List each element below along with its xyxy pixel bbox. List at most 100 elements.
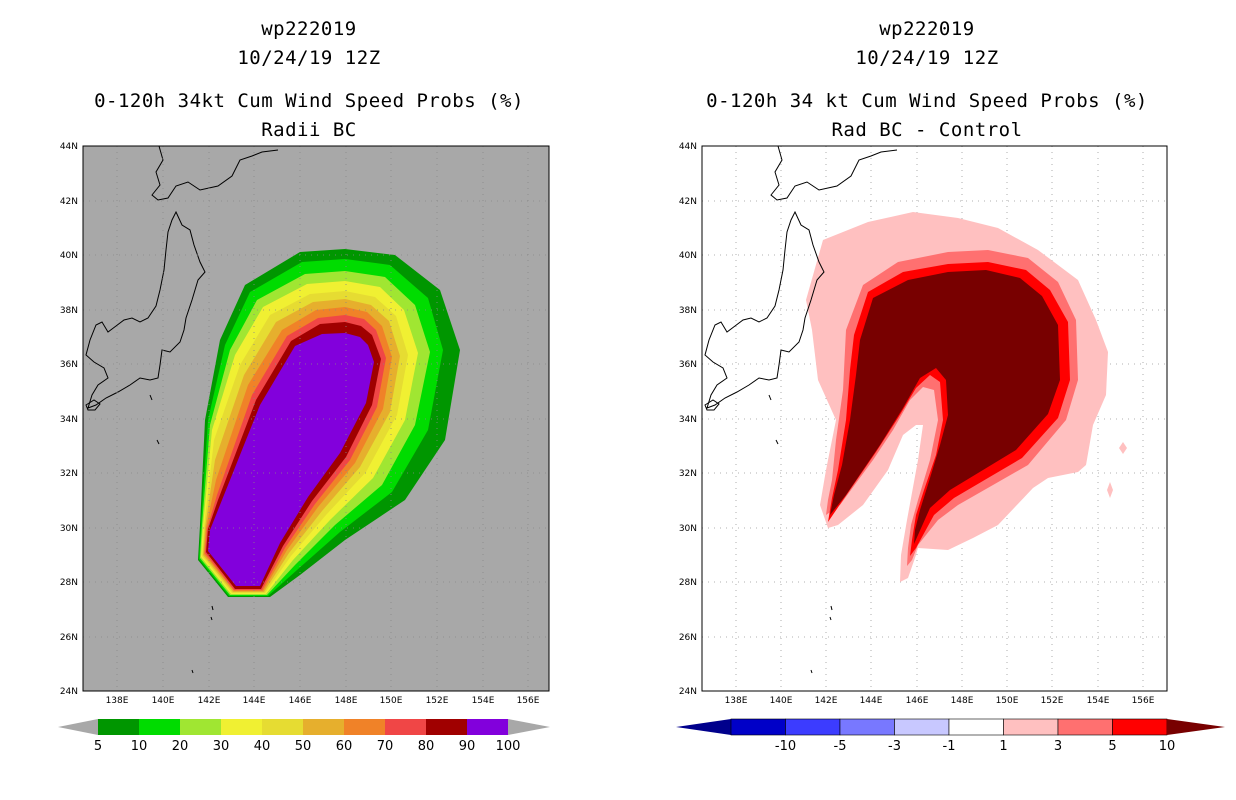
svg-text:142E: 142E <box>198 696 221 706</box>
colorbar-swatch <box>139 719 180 735</box>
colorbar-label: 80 <box>418 739 435 754</box>
colorbar-swatch <box>344 719 385 735</box>
svg-text:144E: 144E <box>243 696 266 706</box>
colorbar-swatch <box>1112 718 1168 736</box>
colorbar-high-arrow <box>508 719 550 735</box>
svg-text:44N: 44N <box>60 142 78 152</box>
colorbar-label: -3 <box>888 739 901 754</box>
svg-text:38N: 38N <box>679 306 697 316</box>
left-colorbar: 5 10 20 30 40 50 60 70 80 90 100 <box>58 719 550 754</box>
colorbar-label: -10 <box>775 739 796 754</box>
band-90-100 <box>208 333 374 586</box>
colorbar-swatch <box>467 719 508 735</box>
left-storm-id: wp222019 <box>261 18 357 40</box>
right-coastline <box>704 145 898 674</box>
colorbar-swatch <box>785 718 841 736</box>
colorbar-swatch <box>1003 718 1059 736</box>
colorbar-swatch <box>98 719 139 735</box>
colorbar-label: 20 <box>172 739 189 754</box>
svg-text:152E: 152E <box>426 696 449 706</box>
colorbar-label: -1 <box>943 739 956 754</box>
svg-text:150E: 150E <box>996 696 1019 706</box>
left-map: 44N 42N 40N 38N 36N 34N 32N 30N 28N 26N … <box>58 142 550 754</box>
svg-text:148E: 148E <box>335 696 358 706</box>
colorbar-label: 1 <box>999 739 1007 754</box>
svg-text:36N: 36N <box>60 360 78 370</box>
svg-text:24N: 24N <box>679 687 697 697</box>
svg-text:32N: 32N <box>60 469 78 479</box>
svg-text:30N: 30N <box>679 524 697 534</box>
svg-text:42N: 42N <box>679 197 697 207</box>
right-storm-id: wp222019 <box>879 18 975 40</box>
svg-text:144E: 144E <box>860 696 883 706</box>
right-lon-labels: 138E 140E 142E 144E 146E 148E 150E 152E … <box>725 696 1155 706</box>
colorbar-label: 40 <box>254 739 271 754</box>
right-colorbar: -10 -5 -3 -1 1 3 5 10 <box>676 718 1225 754</box>
svg-text:30N: 30N <box>60 524 78 534</box>
left-gridlines <box>83 146 549 691</box>
svg-text:28N: 28N <box>60 578 78 588</box>
colorbar-label: 100 <box>496 739 521 754</box>
colorbar-high-arrow <box>1167 719 1225 735</box>
svg-text:34N: 34N <box>679 415 697 425</box>
right-datetime: 10/24/19 12Z <box>855 47 999 69</box>
svg-text:38N: 38N <box>60 306 78 316</box>
colorbar-label: 5 <box>94 739 102 754</box>
svg-text:26N: 26N <box>679 633 697 643</box>
svg-text:156E: 156E <box>1132 696 1155 706</box>
left-panel: wp222019 10/24/19 12Z 0-120h 34kt Cum Wi… <box>58 18 550 754</box>
colorbar-label: -5 <box>834 739 847 754</box>
left-map-frame <box>82 145 550 692</box>
svg-text:44N: 44N <box>679 142 697 152</box>
colorbar-swatch <box>221 719 262 735</box>
svg-text:146E: 146E <box>289 696 312 706</box>
colorbar-label: 5 <box>1108 739 1116 754</box>
left-probability-shading <box>198 249 460 597</box>
colorbar-swatch <box>894 718 950 736</box>
left-lon-labels: 138E 140E 142E 144E 146E 148E 150E 152E … <box>106 696 540 706</box>
left-product-title: 0-120h 34kt Cum Wind Speed Probs (%) <box>94 90 524 112</box>
right-difference-shading <box>806 212 1127 582</box>
colorbar-low-arrow <box>676 719 731 735</box>
svg-text:40N: 40N <box>60 251 78 261</box>
svg-text:28N: 28N <box>679 578 697 588</box>
colorbar-label: 90 <box>459 739 476 754</box>
colorbar-label: 10 <box>1159 739 1176 754</box>
colorbar-swatch <box>1057 718 1113 736</box>
right-product-title: 0-120h 34 kt Cum Wind Speed Probs (%) <box>706 90 1148 112</box>
svg-text:140E: 140E <box>770 696 793 706</box>
svg-text:150E: 150E <box>380 696 403 706</box>
right-panel: wp222019 10/24/19 12Z 0-120h 34 kt Cum W… <box>618 0 1236 800</box>
colorbar-label: 3 <box>1054 739 1062 754</box>
svg-text:156E: 156E <box>517 696 540 706</box>
right-lat-labels: 44N 42N 40N 38N 36N 34N 32N 30N 28N 26N … <box>679 142 697 697</box>
svg-text:138E: 138E <box>725 696 748 706</box>
right-subtitle: Rad BC - Control <box>831 119 1023 141</box>
colorbar-label: 60 <box>336 739 353 754</box>
svg-text:142E: 142E <box>815 696 838 706</box>
colorbar-label: 30 <box>213 739 230 754</box>
colorbar-swatch <box>180 719 221 735</box>
svg-text:24N: 24N <box>60 687 78 697</box>
right-map: 44N 42N 40N 38N 36N 34N 32N 30N 28N 26N … <box>676 142 1225 754</box>
colorbar-label: 50 <box>295 739 312 754</box>
right-map-frame <box>701 145 1168 692</box>
svg-text:152E: 152E <box>1041 696 1064 706</box>
colorbar-swatch <box>262 719 303 735</box>
colorbar-swatch <box>730 718 786 736</box>
svg-text:32N: 32N <box>679 469 697 479</box>
svg-text:146E: 146E <box>906 696 929 706</box>
colorbar-swatch <box>385 719 426 735</box>
diff-patch-b <box>1107 482 1113 498</box>
svg-text:154E: 154E <box>472 696 495 706</box>
svg-text:138E: 138E <box>106 696 129 706</box>
left-subtitle: Radii BC <box>261 119 357 141</box>
colorbar-swatch <box>303 719 344 735</box>
svg-text:26N: 26N <box>60 633 78 643</box>
left-datetime: 10/24/19 12Z <box>237 47 381 69</box>
svg-text:140E: 140E <box>152 696 175 706</box>
colorbar-swatch <box>839 718 895 736</box>
svg-text:34N: 34N <box>60 415 78 425</box>
colorbar-low-arrow <box>58 719 98 735</box>
svg-text:148E: 148E <box>951 696 974 706</box>
